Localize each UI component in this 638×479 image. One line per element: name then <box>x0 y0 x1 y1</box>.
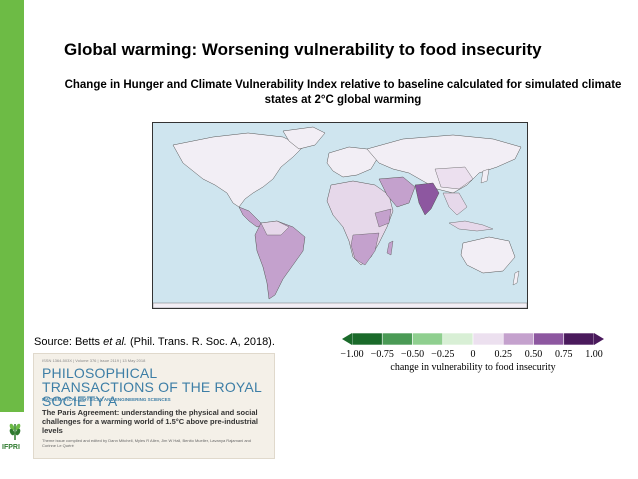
legend-colorbar <box>342 332 604 346</box>
south-america <box>254 220 306 300</box>
legend-swatch <box>442 332 474 346</box>
legend-swatch <box>351 332 383 346</box>
legend-tick-label: 0 <box>470 349 476 360</box>
central-america <box>238 206 264 228</box>
indonesia <box>448 220 494 232</box>
legend-tick-label: 0.25 <box>494 349 513 360</box>
europe <box>326 146 378 178</box>
side-accent-bar <box>0 0 24 412</box>
legend-swatch <box>412 332 444 346</box>
legend-arrow-left <box>342 333 352 345</box>
world-map <box>152 122 528 309</box>
india <box>414 182 440 216</box>
world-map-svg <box>153 126 527 308</box>
wheat-icon <box>4 420 26 442</box>
slide-title: Global warming: Worsening vulnerability … <box>64 40 542 59</box>
journal-theme: The Paris Agreement: understanding the p… <box>42 408 258 435</box>
japan <box>480 168 490 184</box>
journal-title: PHILOSOPHICAL TRANSACTIONS OF THE ROYAL … <box>42 365 262 409</box>
color-legend: −1.00 −0.75 −0.50 −0.25 0 0.25 0.50 0.75 1.00 ch… <box>340 331 606 375</box>
southern-africa <box>350 232 380 266</box>
china <box>434 166 474 190</box>
legend-tick-label: −0.25 <box>431 349 455 360</box>
journal-editors: Theme issue compiled and edited by Dann … <box>42 438 251 448</box>
legend-swatch <box>533 332 565 346</box>
legend-swatch <box>563 332 595 346</box>
legend-tick-label: 0.50 <box>524 349 543 360</box>
source-citation: Source: Betts et al. (Phil. Trans. R. So… <box>34 336 275 348</box>
legend-tick-label: −0.75 <box>370 349 394 360</box>
legend-arrow-right <box>594 333 604 345</box>
legend-ticks: −1.00 −0.75 −0.50 −0.25 0 0.25 0.50 0.75 1.00 <box>340 349 606 361</box>
legend-tick-label: 0.75 <box>555 349 573 360</box>
legend-tick-label: −1.00 <box>340 349 364 360</box>
legend-swatch <box>472 332 504 346</box>
middle-east <box>378 176 416 208</box>
source-prefix: Source: Betts <box>34 336 104 348</box>
south-america-north <box>260 220 290 236</box>
logo-text: IFPRI <box>2 444 20 451</box>
journal-subtitle: MATHEMATICAL, PHYSICAL AND ENGINEERING S… <box>42 397 171 402</box>
journal-meta: ISSN 1364-503X | Volume 376 | Issue 2119… <box>42 358 146 363</box>
legend-swatch <box>381 332 413 346</box>
north-america <box>172 132 304 208</box>
map-subtitle: Change in Hunger and Climate Vulnerabili… <box>64 79 622 106</box>
east-africa <box>374 208 392 228</box>
australia <box>460 236 516 274</box>
antarctica <box>153 302 527 308</box>
ifpri-logo: IFPRI <box>2 420 30 474</box>
madagascar <box>386 240 394 256</box>
legend-tick-label: 1.00 <box>585 349 603 360</box>
legend-tick-label: −0.50 <box>400 349 425 360</box>
source-suffix: (Phil. Trans. R. Soc. A, 2018). <box>126 336 275 348</box>
journal-cover: ISSN 1364-503X | Volume 376 | Issue 2119… <box>33 353 275 459</box>
legend-caption: change in vulnerability to food insecuri… <box>390 362 556 373</box>
greenland <box>282 126 326 150</box>
southeast-asia <box>442 192 468 216</box>
source-italic: et al. <box>103 336 127 348</box>
new-zealand <box>512 270 520 286</box>
legend-swatch <box>502 332 534 346</box>
